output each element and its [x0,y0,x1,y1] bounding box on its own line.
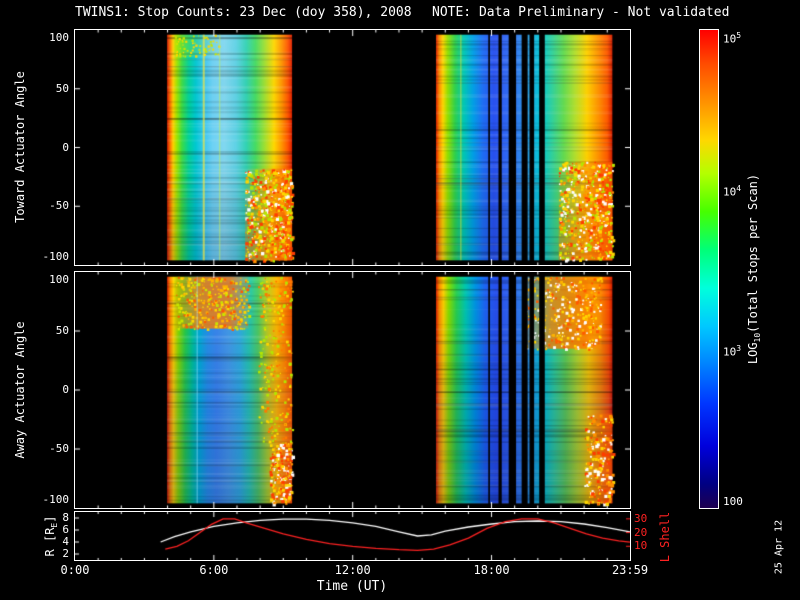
angle-tick-label: -100 [42,250,70,263]
r-tick-label: 2 [62,547,69,560]
l-shell-tick-label: 30 [634,511,648,525]
colorbar-label-subscript: 10 [753,332,763,343]
time-axis-label: Time (UT) [316,579,388,594]
angle-tick-label: 0 [62,140,69,154]
colorbar-tick-label: 100 [723,495,743,508]
colorbar-tick-label: 103 [723,343,742,359]
radius-lshell-line-canvas [74,511,631,561]
angle-tick-label: -50 [49,442,69,455]
plot-title: TWINS1: Stop Counts: 23 Dec (doy 358), 2… [75,5,412,20]
colorbar [699,29,719,509]
r-tick-label: 6 [62,523,69,536]
r-tick-label: 4 [62,535,69,548]
angle-tick-label: 100 [49,31,69,44]
toward-axis-label: Toward Actuator Angle [13,71,27,223]
angle-tick-label: 0 [62,383,69,396]
colorbar-label: LOG10(Total Stops per Scan) [746,174,762,364]
time-tick-label: 23:59 [611,563,649,577]
creation-date-watermark: 25 Apr 12 [773,519,785,575]
angle-tick-label: -50 [49,199,69,213]
colorbar-tick-label: 105 [723,31,742,46]
time-tick-label: 0:00 [60,563,90,577]
angle-tick-label: -100 [42,493,70,506]
angle-tick-label: 50 [55,81,69,95]
time-tick-label: 18:00 [473,563,510,577]
l-shell-axis-label: L Shell [658,511,672,563]
colorbar-label-text: LOG [745,342,760,365]
away-axis-label: Away Actuator Angle [13,321,27,459]
l-shell-tick-label: 20 [634,525,648,539]
toward-spectrogram-canvas [74,29,631,266]
preliminary-note: NOTE: Data Preliminary - Not validated [432,5,730,20]
angle-tick-label: 100 [49,273,69,286]
away-spectrogram-canvas [74,271,631,509]
l-shell-tick-label: 10 [634,539,648,553]
r-tick-label: 8 [62,511,69,524]
time-tick-label: 12:00 [334,563,371,577]
colorbar-tick-label: 104 [723,184,742,199]
colorbar-label-suffix: (Total Stops per Scan) [745,173,760,333]
angle-tick-label: 50 [55,324,69,337]
time-tick-label: 6:00 [199,563,229,577]
